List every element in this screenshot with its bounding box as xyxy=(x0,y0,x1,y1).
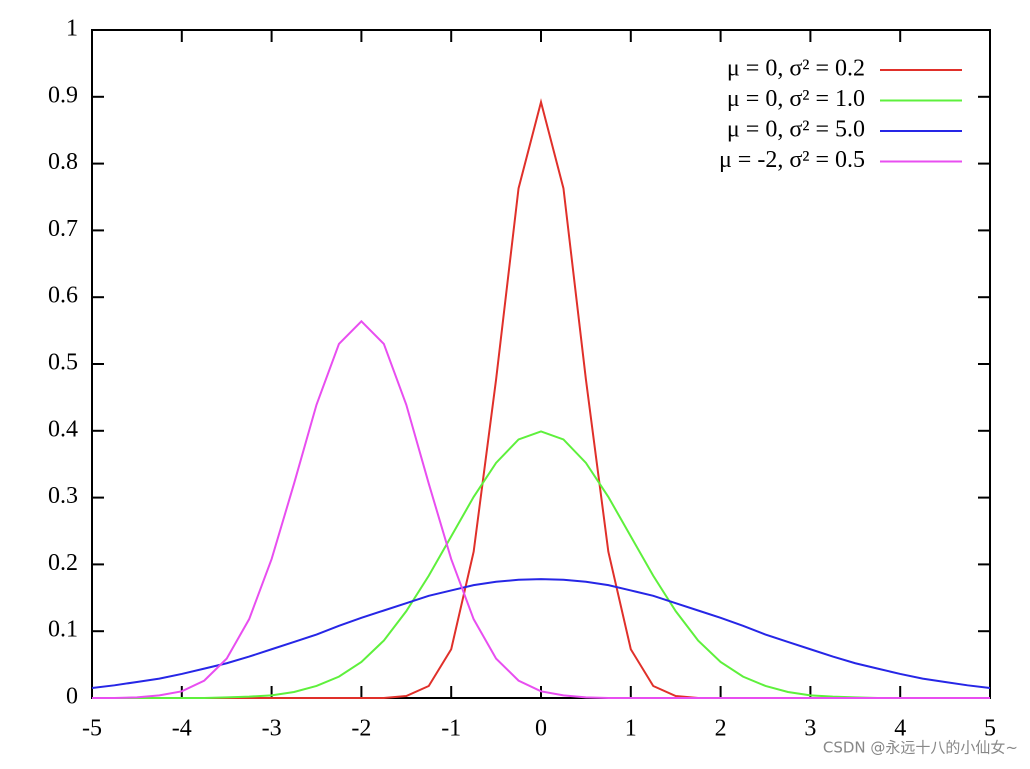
x-tick-label: -1 xyxy=(441,716,461,742)
legend-label: μ = 0, σ² = 1.0 xyxy=(727,86,865,112)
legend-label: μ = 0, σ² = 5.0 xyxy=(727,117,865,143)
series-line xyxy=(92,98,990,699)
x-tick-label: -4 xyxy=(172,716,192,742)
x-tick-label: -2 xyxy=(351,716,371,742)
y-tick-label: 0.7 xyxy=(48,216,78,242)
y-tick-label: 0 xyxy=(66,684,78,710)
legend-label: μ = 0, σ² = 0.2 xyxy=(727,56,865,82)
y-tick-label: 0.4 xyxy=(48,416,78,442)
series-line xyxy=(92,430,990,699)
x-tick-label: 1 xyxy=(625,716,637,742)
y-tick-label: 0.6 xyxy=(48,283,78,309)
y-tick-label: 0.2 xyxy=(48,550,78,576)
y-tick-label: 0.3 xyxy=(48,483,78,509)
y-tick-label: 0.8 xyxy=(48,149,78,175)
x-tick-label: -5 xyxy=(82,716,102,742)
y-tick-label: 1 xyxy=(66,16,78,42)
series-line xyxy=(91,578,991,689)
x-tick-label: 0 xyxy=(535,716,547,742)
x-tick-label: 4 xyxy=(894,716,906,742)
y-tick-label: 0.9 xyxy=(48,82,78,108)
x-tick-label: -3 xyxy=(262,716,282,742)
y-tick-label: 0.1 xyxy=(48,617,78,643)
legend-label: μ = -2, σ² = 0.5 xyxy=(719,147,865,173)
x-tick-label: 3 xyxy=(804,716,816,742)
watermark: CSDN @永远十八的小仙女~ xyxy=(823,739,1018,757)
series-line xyxy=(92,319,990,699)
x-tick-label: 5 xyxy=(984,716,996,742)
x-tick-label: 2 xyxy=(715,716,727,742)
y-tick-label: 0.5 xyxy=(48,350,78,376)
